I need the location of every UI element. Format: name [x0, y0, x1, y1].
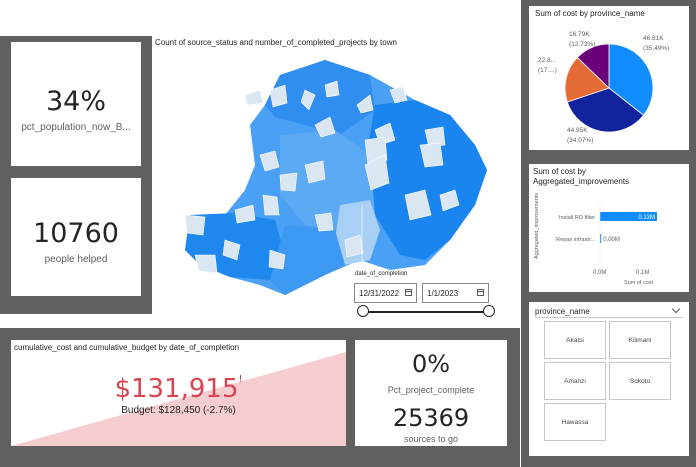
calendar-icon[interactable]	[477, 289, 484, 296]
bar-title: Sum of cost by Aggregated_improvements	[533, 167, 630, 186]
kpi-value: 34%	[45, 86, 106, 117]
pie-chart-card[interactable]: Sum of cost by province_name 46.81K (35.…	[529, 6, 689, 150]
map-region-north[interactable]	[265, 60, 375, 135]
pie-slice-purple[interactable]	[576, 43, 610, 89]
province-slicer-title: province_name	[535, 307, 590, 316]
kpi-value: 10760	[33, 218, 119, 249]
gauge-card[interactable]: cumulative_cost and cumulative_budget by…	[11, 340, 346, 446]
date-slider-track[interactable]	[363, 311, 489, 313]
bar-data-label: 0.13M	[638, 215, 655, 221]
kpi-card-people-helped[interactable]: 10760 people helped	[11, 178, 141, 296]
province-slicer-top-border	[535, 317, 683, 318]
pie-label-blue-value: 46.81K	[643, 35, 664, 42]
kpi-value: 0%	[411, 350, 451, 378]
date-end-input[interactable]: 1/1/2023	[422, 283, 489, 303]
pie-chart: 46.81K (35.49%) 44.95K (34.07%) 22.8... …	[538, 31, 669, 144]
date-end-value: 1/1/2023	[427, 288, 459, 298]
kpi-label: sources to go	[403, 434, 459, 444]
town-map[interactable]	[175, 55, 490, 305]
map-subregions	[184, 80, 460, 274]
kpi-label: people helped	[44, 254, 108, 265]
bar-xtick: 0.1M	[636, 270, 649, 276]
gauge-value: $131,915!	[11, 374, 346, 404]
pie-label-purple-value: 16.79K	[569, 31, 590, 38]
kpi-label: pct_population_now_B...	[21, 122, 131, 133]
date-slider-handle-start[interactable]	[357, 305, 369, 317]
map-title: Count of source_status and number_of_com…	[155, 38, 397, 47]
province-option-kilimani[interactable]: Kilimani	[609, 321, 671, 359]
bar-chart: Aggregated_improvements Install RO filte…	[534, 193, 657, 286]
kpi-card-pct-population[interactable]: 34% pct_population_now_B...	[11, 42, 141, 166]
bar-xtick: 0.0M	[593, 270, 606, 276]
province-option-sokoto[interactable]: Sokoto	[609, 362, 671, 400]
date-start-input[interactable]: 12/31/2022	[354, 283, 417, 303]
warning-icon: !	[238, 374, 243, 385]
pie-label-navy-value: 44.95K	[567, 127, 588, 134]
pie-label-orange-pct: (17....)	[538, 67, 557, 74]
bar-ylabel: Aggregated_improvements	[534, 193, 540, 259]
bar-xlabel: Sum of cost	[624, 280, 654, 286]
date-slicer-label: date_of_completion	[355, 271, 408, 277]
bar[interactable]	[600, 212, 657, 221]
bar-category-label: Install RO filter	[559, 215, 595, 221]
chevron-down-icon[interactable]	[671, 304, 681, 314]
date-start-value: 12/31/2022	[359, 288, 400, 298]
province-slicer-card[interactable]: province_name Akatsi Kilimani Amanzi Sok…	[529, 302, 689, 456]
gauge-title: cumulative_cost and cumulative_budget by…	[14, 343, 240, 352]
pie-slice-orange[interactable]	[564, 56, 610, 103]
kpi-label: Pct_project_complete	[387, 385, 475, 395]
kpi-value: 25369	[392, 404, 470, 432]
bar-chart-card[interactable]: Sum of cost by Aggregated_improvements A…	[529, 164, 689, 292]
bar-category-label: Repair infrastr...	[556, 237, 595, 243]
calendar-icon[interactable]	[405, 289, 412, 296]
bar-data-label: 0.00M	[603, 237, 620, 243]
kpi-card-project-sources[interactable]: 0% Pct_project_complete 25369 sources to…	[355, 340, 507, 446]
map-region-east[interactable]	[365, 100, 487, 260]
pie-title: Sum of cost by province_name	[535, 9, 645, 18]
bar[interactable]	[600, 234, 602, 243]
province-option-hawassa[interactable]: Hawassa	[544, 403, 606, 441]
province-option-amanzi[interactable]: Amanzi	[544, 362, 606, 400]
pie-label-orange-value: 22.8...	[538, 57, 556, 64]
province-option-akatsi[interactable]: Akatsi	[544, 321, 606, 359]
pie-slice-navy[interactable]	[566, 87, 645, 133]
map-region-south[interactable]	[270, 225, 345, 295]
pie-label-navy-pct: (34.07%)	[567, 137, 593, 144]
gauge-budget: Budget: $128,450 (-2.7%)	[121, 405, 236, 416]
gauge-area-fill	[11, 352, 346, 446]
pie-label-purple-pct: (12.73%)	[569, 41, 595, 48]
gauge-value-text: $131,915	[114, 374, 239, 404]
pie-label-blue-pct: (35.49%)	[643, 45, 669, 52]
pie-slice-blue[interactable]	[608, 43, 654, 116]
date-slider-handle-end[interactable]	[483, 305, 495, 317]
